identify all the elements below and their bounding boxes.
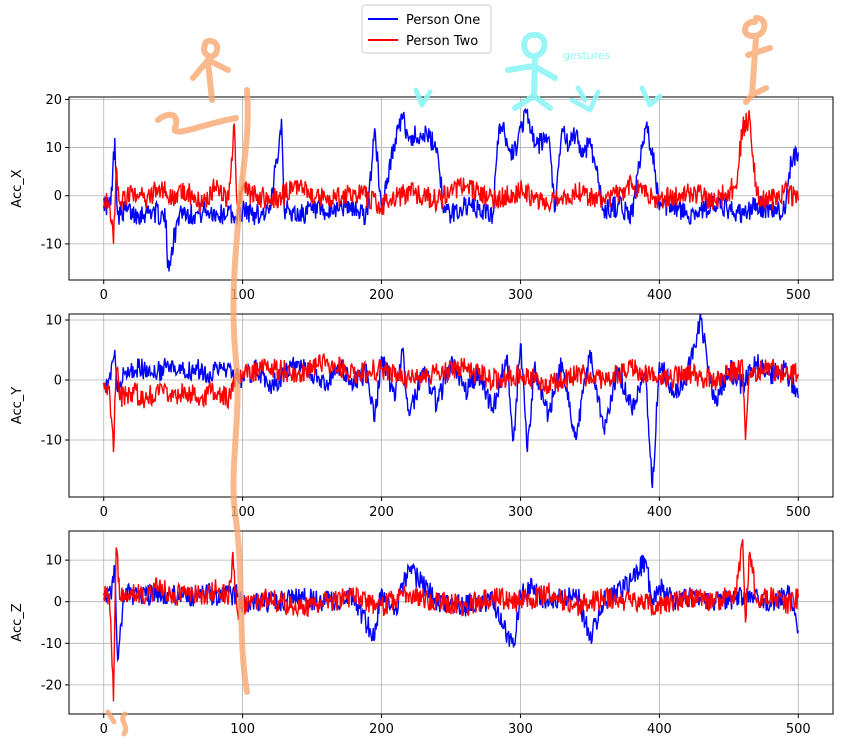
x-tick-label: 0 [100, 722, 108, 737]
x-tick-label: 400 [647, 505, 672, 520]
x-tick-label: 500 [786, 288, 811, 303]
y-tick-label: 0 [54, 374, 62, 389]
x-tick-label: 500 [786, 722, 811, 737]
x-tick-label: 300 [508, 288, 533, 303]
gestures-annotation: gestures [563, 49, 611, 62]
x-tick-label: 100 [230, 722, 255, 737]
x-tick-label: 300 [508, 505, 533, 520]
y-axis-label: Acc_Z [10, 603, 25, 641]
scribble-overlay: gestures [105, 15, 773, 737]
y-tick-label: -10 [41, 237, 62, 252]
legend-label-person-two: Person Two [406, 34, 478, 49]
x-tick-label: 200 [369, 288, 394, 303]
legend: Person One Person Two [361, 4, 492, 54]
series-line-person-one [103, 107, 799, 272]
x-tick-label: 0 [100, 288, 108, 303]
legend-label-person-one: Person One [406, 13, 480, 28]
y-tick-label: -10 [41, 637, 62, 652]
x-tick-label: 0 [100, 505, 108, 520]
y-tick-label: 10 [45, 141, 62, 156]
y-axis-label: Acc_X [10, 169, 25, 207]
y-tick-label: 0 [54, 189, 62, 204]
y-tick-label: 0 [54, 595, 62, 610]
series-line-person-one [103, 314, 799, 489]
x-tick-label: 400 [647, 722, 672, 737]
series-line-person-two [103, 539, 799, 702]
y-tick-label: 20 [45, 93, 62, 108]
y-tick-label: 10 [45, 314, 62, 329]
cyan-figure-scribble [505, 31, 558, 111]
orange-figure-left-scribble [155, 37, 239, 135]
x-tick-label: 200 [369, 722, 394, 737]
axes-frame [68, 313, 834, 498]
y-axis-label: Acc_Y [10, 387, 25, 424]
subplot-acc-z: 0 100 200 300 400 500 -20 -10 0 10 Acc_Z [10, 530, 834, 737]
y-tick-label: -10 [41, 434, 62, 449]
orange-mark-bottom-scribble [105, 709, 129, 737]
axes-frame [68, 96, 834, 281]
x-tick-label: 400 [647, 288, 672, 303]
orange-figure-right-scribble [742, 15, 773, 105]
series-line-person-two [103, 110, 799, 244]
orange-vertical-scribble [230, 87, 251, 695]
y-tick-label: -20 [41, 678, 62, 693]
y-tick-label: 10 [45, 554, 62, 569]
series-line-person-two [103, 352, 799, 453]
x-tick-label: 500 [786, 505, 811, 520]
cyan-check-scribble [413, 85, 663, 113]
axes-frame [68, 530, 834, 715]
x-tick-label: 200 [369, 505, 394, 520]
x-tick-label: 300 [508, 722, 533, 737]
